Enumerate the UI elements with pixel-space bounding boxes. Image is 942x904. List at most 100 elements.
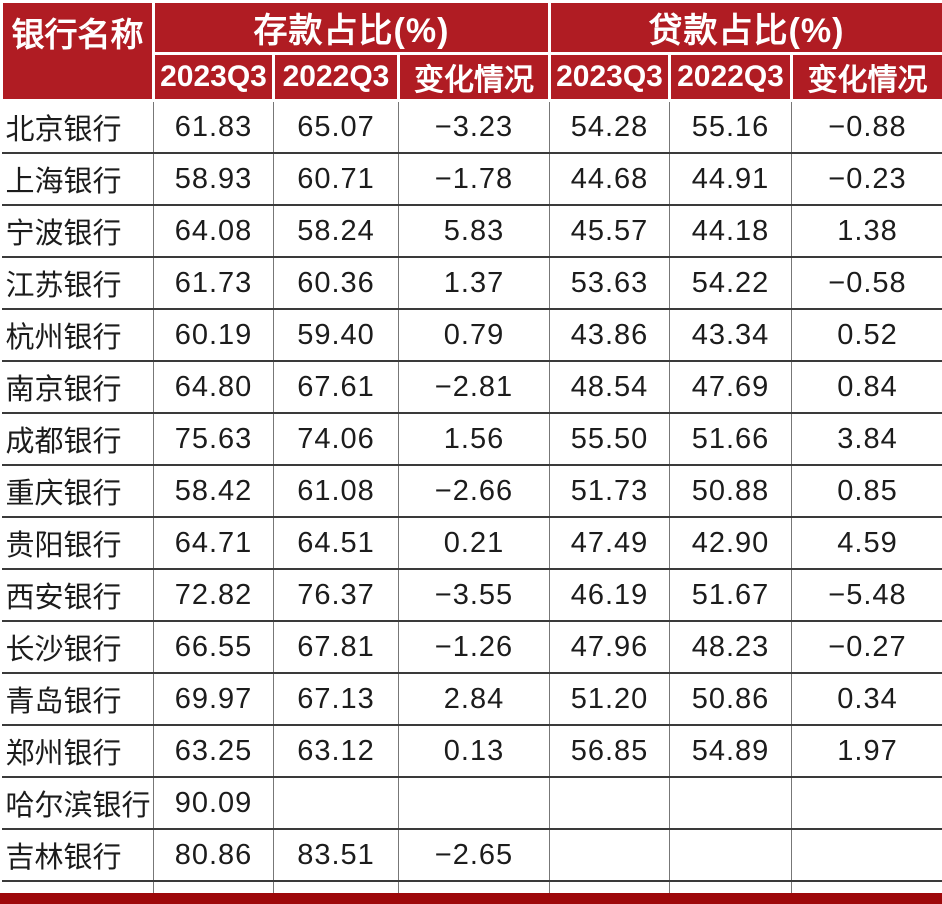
bank-name-cell: 长沙银行 xyxy=(1,620,154,673)
value-cell: 51.20 xyxy=(549,672,670,725)
table-row: 贵阳银行 64.71 64.51 0.21 47.49 42.90 4.59 xyxy=(1,516,942,569)
header-bank-name: 银行名称 xyxy=(0,0,155,102)
table-row: 哈尔滨银行 90.09 xyxy=(1,776,942,829)
value-cell: 1.38 xyxy=(791,204,942,257)
table-header: 银行名称 存款占比(%) 贷款占比(%) 2023Q3 2022Q3 变化情况 … xyxy=(0,0,942,102)
value-cell xyxy=(791,776,942,829)
value-cell: 0.21 xyxy=(398,516,550,569)
value-cell: 72.82 xyxy=(153,568,274,621)
value-cell xyxy=(669,828,792,881)
bank-name-cell: 江苏银行 xyxy=(1,256,154,309)
value-cell: 63.12 xyxy=(273,724,399,777)
value-cell: −0.27 xyxy=(791,620,942,673)
value-cell: 61.83 xyxy=(153,100,274,153)
header-deposit-2023q3: 2023Q3 xyxy=(152,52,275,102)
value-cell: 0.85 xyxy=(791,464,942,517)
table-row: 上海银行 58.93 60.71 −1.78 44.68 44.91 −0.23 xyxy=(1,152,942,205)
value-cell: 0.84 xyxy=(791,360,942,413)
value-cell: 61.73 xyxy=(153,256,274,309)
value-cell xyxy=(669,776,792,829)
value-cell: 75.63 xyxy=(153,412,274,465)
value-cell xyxy=(273,776,399,829)
value-cell: −3.23 xyxy=(398,100,550,153)
value-cell: 55.50 xyxy=(549,412,670,465)
value-cell: 90.09 xyxy=(153,776,274,829)
header-loan-group: 贷款占比(%) xyxy=(548,0,942,55)
value-cell: 0.34 xyxy=(791,672,942,725)
value-cell: 66.55 xyxy=(153,620,274,673)
bottom-accent-bar xyxy=(0,893,942,904)
table-row: 重庆银行 58.42 61.08 −2.66 51.73 50.88 0.85 xyxy=(1,464,942,517)
value-cell: −2.66 xyxy=(398,464,550,517)
value-cell: 58.93 xyxy=(153,152,274,205)
table-row: 吉林银行 80.86 83.51 −2.65 xyxy=(1,828,942,881)
table-row: 南京银行 64.80 67.61 −2.81 48.54 47.69 0.84 xyxy=(1,360,942,413)
table-row: 江苏银行 61.73 60.36 1.37 53.63 54.22 −0.58 xyxy=(1,256,942,309)
table-row: 宁波银行 64.08 58.24 5.83 45.57 44.18 1.38 xyxy=(1,204,942,257)
bank-name-cell: 南京银行 xyxy=(1,360,154,413)
value-cell xyxy=(549,776,670,829)
value-cell: −1.78 xyxy=(398,152,550,205)
value-cell: 50.88 xyxy=(669,464,792,517)
value-cell: −3.55 xyxy=(398,568,550,621)
header-deposit-change: 变化情况 xyxy=(397,52,551,102)
value-cell: 54.22 xyxy=(669,256,792,309)
value-cell: 64.08 xyxy=(153,204,274,257)
bank-name-cell: 贵阳银行 xyxy=(1,516,154,569)
value-cell: 51.73 xyxy=(549,464,670,517)
value-cell: 54.89 xyxy=(669,724,792,777)
value-cell: 47.96 xyxy=(549,620,670,673)
value-cell: 55.16 xyxy=(669,100,792,153)
value-cell: 58.42 xyxy=(153,464,274,517)
bank-name-cell: 重庆银行 xyxy=(1,464,154,517)
value-cell: 44.68 xyxy=(549,152,670,205)
value-cell: −2.65 xyxy=(398,828,550,881)
value-cell: 53.63 xyxy=(549,256,670,309)
table-row: 成都银行 75.63 74.06 1.56 55.50 51.66 3.84 xyxy=(1,412,942,465)
value-cell: 43.86 xyxy=(549,308,670,361)
bank-name-cell: 哈尔滨银行 xyxy=(1,776,154,829)
table-row: 北京银行 61.83 65.07 −3.23 54.28 55.16 −0.88 xyxy=(1,100,942,153)
value-cell: −0.58 xyxy=(791,256,942,309)
value-cell: 1.97 xyxy=(791,724,942,777)
value-cell: 48.23 xyxy=(669,620,792,673)
bank-name-cell: 宁波银行 xyxy=(1,204,154,257)
bank-name-cell: 郑州银行 xyxy=(1,724,154,777)
value-cell: 69.97 xyxy=(153,672,274,725)
value-cell: 2.84 xyxy=(398,672,550,725)
value-cell: 67.61 xyxy=(273,360,399,413)
value-cell: 64.51 xyxy=(273,516,399,569)
group-header-row: 银行名称 存款占比(%) 贷款占比(%) xyxy=(0,0,942,102)
value-cell: 48.54 xyxy=(549,360,670,413)
value-cell: −0.88 xyxy=(791,100,942,153)
table-row: 郑州银行 63.25 63.12 0.13 56.85 54.89 1.97 xyxy=(1,724,942,777)
value-cell: 47.49 xyxy=(549,516,670,569)
value-cell: 80.86 xyxy=(153,828,274,881)
value-cell: 56.85 xyxy=(549,724,670,777)
value-cell: 0.79 xyxy=(398,308,550,361)
bank-name-cell: 杭州银行 xyxy=(1,308,154,361)
value-cell: 65.07 xyxy=(273,100,399,153)
bank-name-cell: 北京银行 xyxy=(1,100,154,153)
table-body: 北京银行 61.83 65.07 −3.23 54.28 55.16 −0.88 上海银行 58… xyxy=(1,100,942,904)
value-cell: 60.71 xyxy=(273,152,399,205)
value-cell: 76.37 xyxy=(273,568,399,621)
value-cell: 58.24 xyxy=(273,204,399,257)
value-cell: 61.08 xyxy=(273,464,399,517)
bank-name-cell: 上海银行 xyxy=(1,152,154,205)
value-cell: 5.83 xyxy=(398,204,550,257)
value-cell: 51.67 xyxy=(669,568,792,621)
bank-name-cell: 西安银行 xyxy=(1,568,154,621)
value-cell: 4.59 xyxy=(791,516,942,569)
header-loan-2022q3: 2022Q3 xyxy=(668,52,793,102)
value-cell: −0.23 xyxy=(791,152,942,205)
value-cell: 59.40 xyxy=(273,308,399,361)
bank-name-cell: 吉林银行 xyxy=(1,828,154,881)
bank-name-cell: 成都银行 xyxy=(1,412,154,465)
header-deposit-group: 存款占比(%) xyxy=(152,0,551,55)
value-cell: 43.34 xyxy=(669,308,792,361)
value-cell: 63.25 xyxy=(153,724,274,777)
value-cell: 45.57 xyxy=(549,204,670,257)
